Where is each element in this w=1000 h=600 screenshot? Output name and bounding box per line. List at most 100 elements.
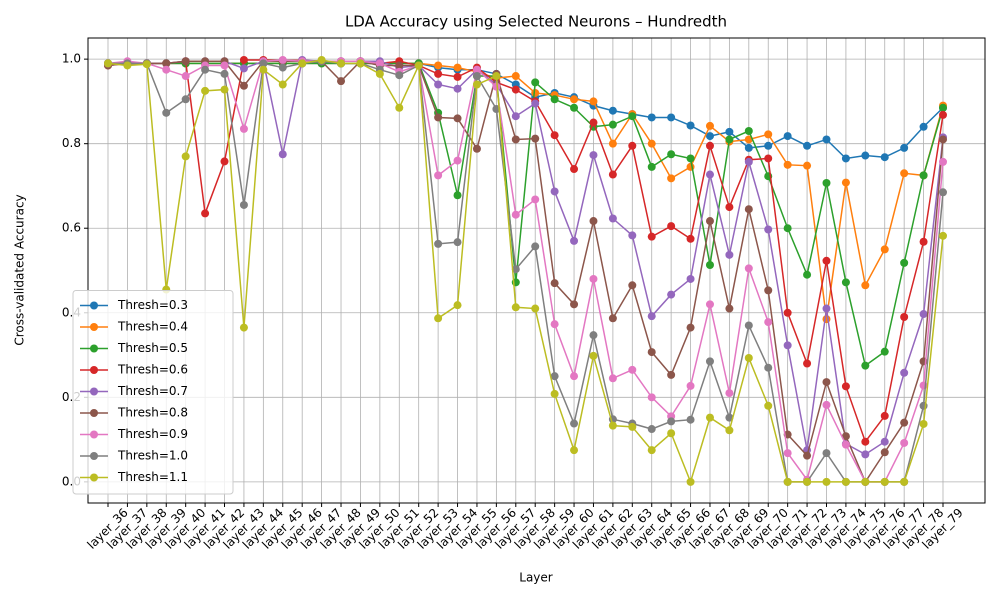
data-point xyxy=(841,278,850,287)
data-point xyxy=(337,77,346,86)
data-point xyxy=(570,165,579,174)
data-point xyxy=(725,304,734,313)
data-point xyxy=(705,217,714,226)
legend: Thresh=0.3 Thresh=0.4 Thresh=0.5 Thresh=0.6… xyxy=(72,290,234,495)
legend-box xyxy=(72,290,234,495)
data-point xyxy=(181,72,190,81)
data-point xyxy=(822,400,831,409)
data-point xyxy=(900,169,909,178)
data-point xyxy=(570,236,579,245)
data-point xyxy=(608,374,617,383)
data-point xyxy=(667,290,676,299)
data-point xyxy=(744,321,753,330)
data-point xyxy=(647,139,656,148)
data-point xyxy=(453,238,462,247)
data-point xyxy=(803,141,812,150)
legend-marker xyxy=(90,430,98,439)
data-point xyxy=(803,477,812,486)
data-point xyxy=(162,108,171,117)
data-point xyxy=(939,157,947,166)
data-point xyxy=(764,286,773,295)
data-point xyxy=(123,61,132,70)
data-point xyxy=(550,95,559,104)
data-point xyxy=(531,134,540,143)
data-point xyxy=(434,61,443,70)
data-point xyxy=(744,127,753,135)
data-point xyxy=(647,446,656,455)
data-point xyxy=(686,381,695,390)
data-point xyxy=(356,59,365,68)
y-tick-label: 1.0 xyxy=(62,52,81,66)
data-point xyxy=(822,256,831,265)
data-point xyxy=(939,110,947,119)
data-point xyxy=(803,359,812,368)
data-point xyxy=(589,97,598,106)
data-point xyxy=(550,320,559,329)
data-point xyxy=(220,69,229,78)
series-line xyxy=(107,60,944,484)
legend-marker xyxy=(90,473,98,482)
data-point xyxy=(570,446,579,455)
data-point xyxy=(434,80,443,89)
data-point xyxy=(880,477,889,486)
legend-marker xyxy=(90,452,98,460)
legend-label: Thresh=0.4 xyxy=(117,320,188,334)
data-point xyxy=(453,114,462,123)
data-point xyxy=(841,477,850,486)
data-point xyxy=(239,81,248,90)
data-point xyxy=(822,304,831,313)
data-point xyxy=(239,64,248,73)
data-point xyxy=(705,413,714,422)
data-point xyxy=(686,415,695,424)
data-point xyxy=(201,86,210,95)
data-point xyxy=(803,161,812,170)
data-point xyxy=(259,65,268,74)
data-point xyxy=(764,363,773,372)
legend-marker xyxy=(90,387,98,396)
data-point xyxy=(919,419,928,428)
data-point xyxy=(453,156,462,165)
data-point xyxy=(841,154,850,163)
data-point xyxy=(589,151,598,160)
data-point xyxy=(686,154,695,163)
data-point xyxy=(201,209,210,218)
data-point xyxy=(667,370,676,379)
data-point xyxy=(822,135,831,144)
data-point xyxy=(744,354,753,363)
data-point xyxy=(900,313,909,321)
data-point xyxy=(900,368,909,377)
data-point xyxy=(900,143,909,152)
data-point xyxy=(764,401,773,410)
data-point xyxy=(880,437,889,446)
data-point xyxy=(395,103,404,112)
data-point xyxy=(822,378,831,387)
data-point xyxy=(647,393,656,402)
data-point xyxy=(667,174,676,183)
data-point xyxy=(511,112,520,121)
y-tick-label: 0.6 xyxy=(62,221,81,235)
data-point xyxy=(531,242,540,251)
data-point xyxy=(725,389,734,398)
data-point xyxy=(531,99,540,108)
data-point xyxy=(608,421,617,430)
data-point xyxy=(550,187,559,196)
legend-marker xyxy=(90,301,98,310)
legend-label: Thresh=0.7 xyxy=(117,384,188,398)
data-point xyxy=(861,151,870,160)
chart-title: LDA Accuracy using Selected Neurons – Hu… xyxy=(345,13,727,31)
data-point xyxy=(531,195,540,204)
legend-label: Thresh=0.8 xyxy=(117,406,188,420)
data-point xyxy=(783,449,792,458)
data-point xyxy=(647,348,656,357)
data-point xyxy=(181,152,190,161)
data-point xyxy=(239,55,248,64)
data-point xyxy=(822,315,831,324)
data-point xyxy=(939,103,947,112)
legend-label: Thresh=1.1 xyxy=(117,470,188,484)
data-point xyxy=(472,144,481,153)
data-point xyxy=(608,214,617,223)
data-point xyxy=(434,171,443,180)
data-point xyxy=(434,69,443,78)
x-axis-label: Layer xyxy=(519,571,553,585)
data-point xyxy=(705,357,714,366)
